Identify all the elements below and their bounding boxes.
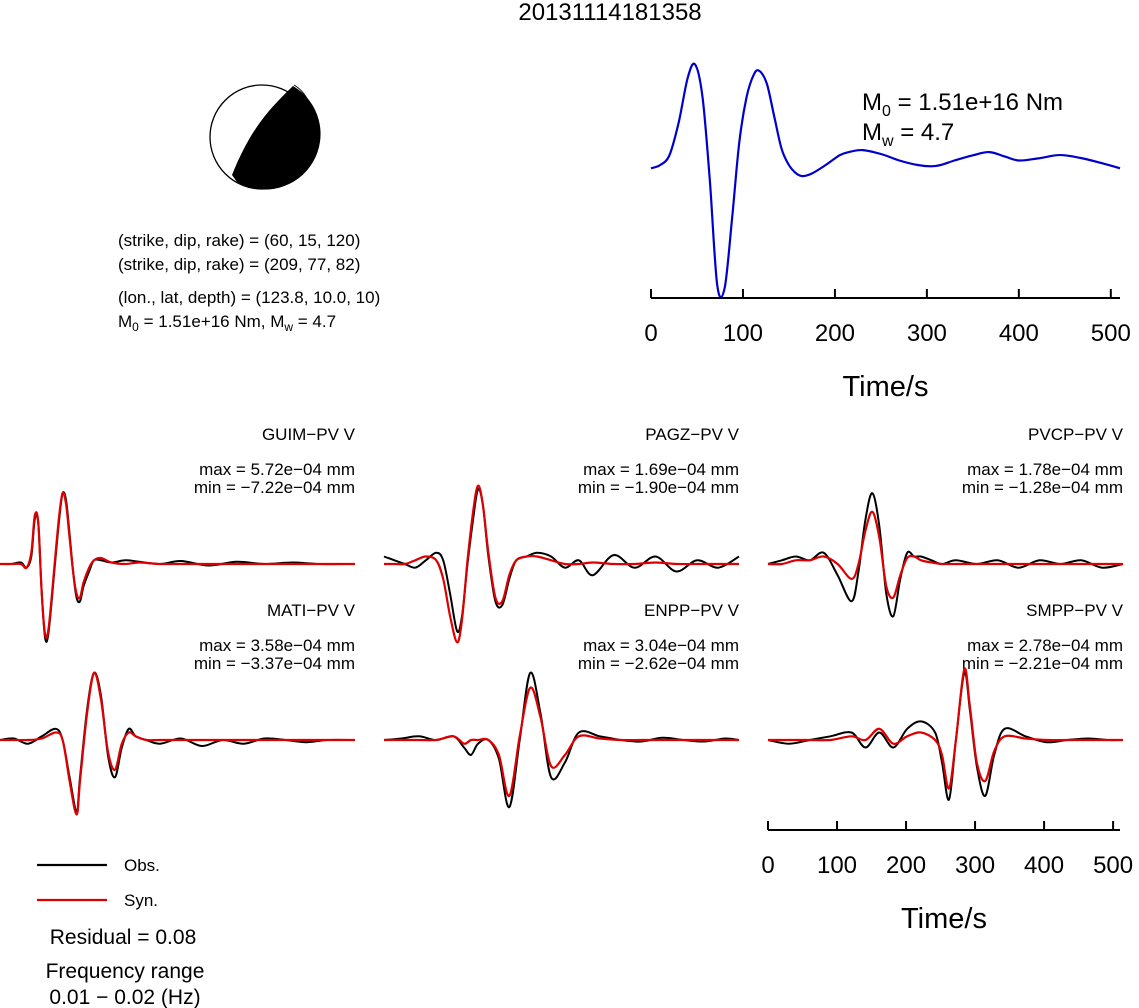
station-label: PAGZ−PV V [645, 425, 739, 444]
x-tick-label: 300 [955, 852, 995, 879]
x-tick-label: 0 [761, 852, 774, 879]
beachball-compression-quadrant [232, 86, 321, 190]
amplitude-max-label: max = 2.78e−04 mm [967, 636, 1123, 655]
x-tick-label: 500 [1091, 320, 1131, 347]
stf-magnitude-label: Mw = 4.7 [862, 119, 954, 150]
frequency-range-label: Frequency range [46, 960, 205, 983]
synthetic-trace [767, 510, 1123, 600]
frequency-range-value: 0.01 − 0.02 (Hz) [49, 986, 200, 1008]
x-tick-label: 200 [815, 320, 855, 347]
station-label: MATI−PV V [267, 601, 356, 620]
station-label: GUIM−PV V [262, 425, 356, 444]
amplitude-min-label: min = −1.28e−04 mm [962, 478, 1123, 497]
legend-synthetic-label: Syn. [124, 891, 158, 910]
amplitude-min-label: min = −2.62e−04 mm [578, 654, 739, 673]
x-axis-label: Time/s [901, 903, 987, 935]
station-label: ENPP−PV V [644, 601, 740, 620]
mechanism-plane2: (strike, dip, rake) = (209, 77, 82) [118, 255, 360, 274]
amplitude-max-label: max = 5.72e−04 mm [199, 460, 355, 479]
mechanism-location: (lon., lat, depth) = (123.8, 10.0, 10) [118, 288, 380, 307]
x-tick-label: 0 [644, 320, 657, 347]
observed-trace [383, 487, 740, 633]
stf-series-line [650, 62, 1121, 299]
amplitude-min-label: min = −7.22e−04 mm [194, 478, 355, 497]
waveform-time-axis: 0 100 200 300 400 500 Time/s [761, 821, 1133, 935]
residual-label: Residual = 0.08 [50, 926, 197, 949]
amplitude-min-label: min = −2.21e−04 mm [962, 654, 1123, 673]
x-tick-label: 500 [1093, 852, 1133, 879]
mechanism-plane1: (strike, dip, rake) = (60, 15, 120) [118, 231, 360, 250]
beachball-nodal-plane [293, 84, 315, 173]
x-tick-label: 100 [723, 320, 763, 347]
x-tick-label: 400 [999, 320, 1039, 347]
x-tick-label: 200 [886, 852, 926, 879]
synthetic-trace [0, 491, 355, 639]
x-axis-label: Time/s [843, 371, 929, 403]
station-label: PVCP−PV V [1028, 425, 1124, 444]
stf-moment-label: M0 = 1.51e+16 Nm [862, 89, 1063, 120]
synthetic-trace [383, 686, 739, 798]
x-tick-label: 100 [817, 852, 857, 879]
synthetic-trace [0, 671, 355, 816]
source-time-function-panel: 0 100 200 300 400 500 Time/s [644, 62, 1131, 403]
focal-mechanism-beachball [209, 84, 321, 190]
station-label: SMPP−PV V [1026, 601, 1124, 620]
mechanism-moment: M0 = 1.51e+16 Nm, Mw = 4.7 [118, 312, 336, 334]
legend: Obs. Syn. [37, 856, 160, 910]
amplitude-max-label: max = 3.58e−04 mm [199, 636, 355, 655]
observed-trace [767, 492, 1124, 618]
synthetic-trace [767, 667, 1123, 790]
synthetic-trace [383, 484, 739, 644]
amplitude-max-label: max = 1.78e−04 mm [967, 460, 1123, 479]
amplitude-min-label: min = −1.90e−04 mm [578, 478, 739, 497]
observed-trace [0, 671, 356, 812]
x-tick-label: 300 [907, 320, 947, 347]
figure-title: 20131114181358 [518, 0, 701, 26]
amplitude-min-label: min = −3.37e−04 mm [194, 654, 355, 673]
x-tick-label: 400 [1024, 852, 1064, 879]
amplitude-max-label: max = 1.69e−04 mm [583, 460, 739, 479]
legend-observed-label: Obs. [124, 856, 160, 875]
amplitude-max-label: max = 3.04e−04 mm [583, 636, 739, 655]
